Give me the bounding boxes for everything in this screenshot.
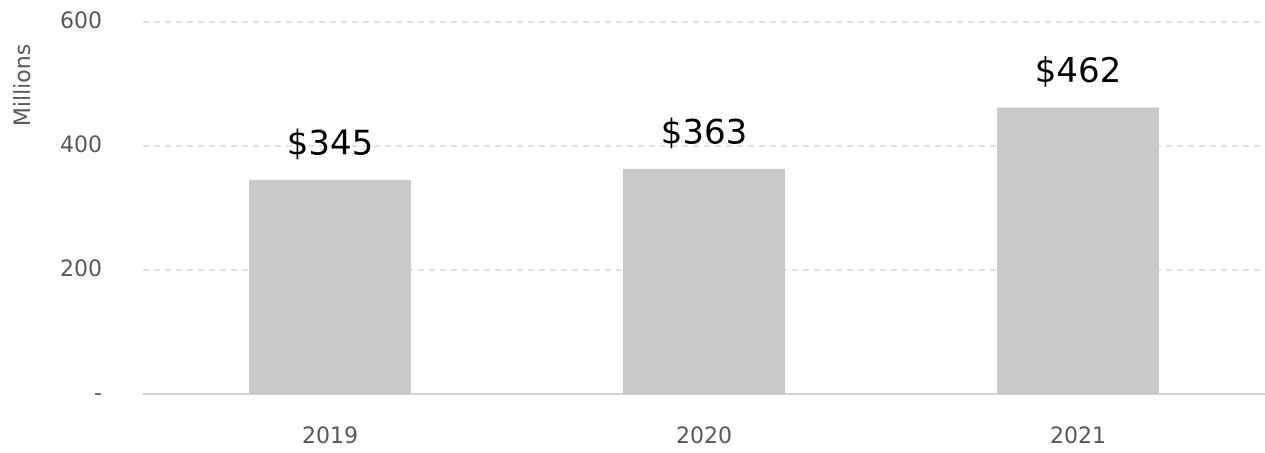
x-tick-label: 2020 [676, 424, 732, 449]
bar [249, 180, 411, 394]
data-label: $345 [287, 124, 374, 164]
bar [997, 107, 1159, 394]
y-tick-label: 400 [60, 133, 102, 158]
y-axis-title: Millions [11, 44, 36, 126]
data-label: $462 [1035, 51, 1122, 91]
y-tick-label: - [94, 381, 102, 406]
x-tick-label: 2019 [302, 424, 358, 449]
data-label: $363 [661, 112, 748, 152]
x-tick-label: 2021 [1050, 424, 1106, 449]
bar [623, 168, 785, 394]
y-tick-label: 200 [60, 257, 102, 282]
y-tick-label: 600 [60, 9, 102, 34]
